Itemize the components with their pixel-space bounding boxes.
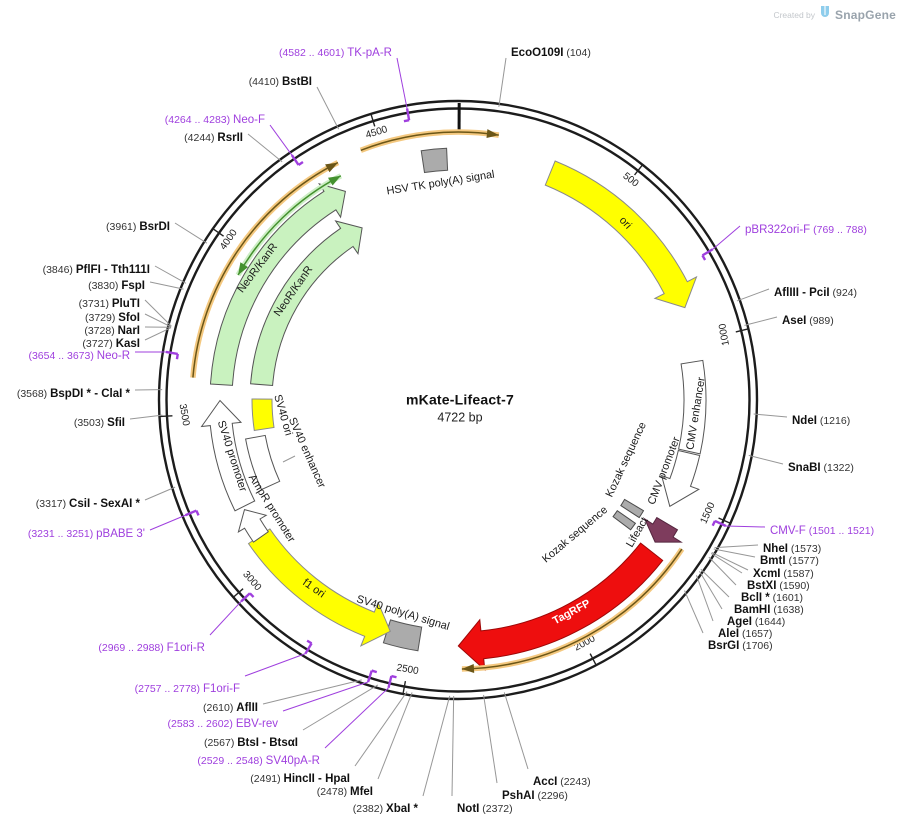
feature-ori [544, 160, 698, 309]
site-label-CsiI-SexAI-: (3317) CsiI - SexAI * [36, 498, 141, 510]
site-label-RsrII: (4244) RsrII [184, 132, 243, 144]
site-label-SnaBI: SnaBI (1322) [788, 462, 854, 474]
primer-mark-EBV-rev [366, 670, 373, 683]
site-label-BmtI: BmtI (1577) [760, 555, 819, 567]
site-label-AflII: (2610) AflII [203, 702, 258, 714]
feature-label: SV40 ori [271, 393, 294, 437]
site-label-SfiI: (3503) SfiI [74, 417, 125, 429]
tick-label: 4500 [364, 124, 389, 141]
primer-label-pBABE-3-: (3231 .. 3251) pBABE 3' [28, 528, 145, 540]
feature-HSV-TK-polyA-signal [420, 147, 449, 174]
feature-NeoR-KanR-outer [209, 183, 346, 386]
site-label-AccI: AccI (2243) [533, 776, 591, 788]
feature-SV40-polyA-signal [382, 619, 423, 652]
feature-label: Kozak sequence [540, 504, 610, 565]
tick-label: 3500 [177, 403, 192, 427]
site-label-BclI-: BclI * (1601) [741, 592, 803, 604]
feature-TagRFP [457, 542, 664, 672]
feature-SV40-enhancer [245, 434, 281, 491]
primer-mark-pBABE 3' [184, 509, 197, 517]
feature-Kozak-sequence-1 [620, 498, 645, 519]
tick-label: 2500 [396, 662, 420, 677]
primer-labels: (4582 .. 4601) TK-pA-R (4264 .. 4283) Neo… [28, 47, 874, 767]
feature-SV40-promoter [200, 399, 256, 512]
site-label-XcmI: XcmI (1587) [753, 568, 814, 580]
site-label-PflFI-Tth111I: (3846) PflFI - Tth111I [43, 264, 150, 276]
site-label-AleI: AleI (1657) [718, 628, 772, 640]
site-label-KasI: (3727) KasI [82, 338, 140, 350]
feature-Kozak-sequence-2 [612, 510, 637, 531]
feature-CMV-enhancer [678, 359, 707, 455]
primer-label-F1ori-F: (2757 .. 2778) F1ori-F [135, 683, 240, 695]
primer-mark-Neo-F [290, 154, 300, 166]
site-label-MfeI: (2478) MfeI [317, 786, 373, 798]
primer-marks [165, 108, 727, 689]
primer-mark-TK-pA-R [405, 108, 411, 121]
site-label-BsrDI: (3961) BsrDI [106, 221, 170, 233]
tick-label: 1000 [717, 322, 732, 346]
primer-label-CMV-F: CMV-F (1501 .. 1521) [770, 525, 874, 537]
feature-label: Kozak sequence [604, 420, 649, 499]
primer-mark-pBR322ori-F [701, 248, 714, 257]
primer-label-pBR322ori-F: pBR322ori-F (769 .. 788) [745, 224, 867, 236]
site-label-BtsI-Bts-I: (2567) BtsI - BtsαI [204, 737, 298, 749]
site-label-AflIII-PciI: AflIII - PciI (924) [774, 287, 857, 299]
site-label-NarI: (3728) NarI [84, 325, 140, 337]
site-label-NdeI: NdeI (1216) [792, 415, 850, 427]
primer-label-Neo-R: (3654 .. 3673) Neo-R [28, 350, 130, 362]
leader-lines [129, 57, 788, 797]
created-by-label: Created by [773, 10, 816, 20]
site-label-BsrGI: BsrGI (1706) [708, 640, 773, 652]
orf-arrows [190, 129, 685, 673]
site-label-PluTI: (3731) PluTI [79, 298, 140, 310]
snapgene-logo-icon [820, 6, 830, 24]
feature-f1-ori [247, 528, 391, 647]
site-label-EcoO109I: EcoO109I (104) [511, 47, 591, 59]
feature-NeoR-KanR-inner [250, 220, 363, 387]
site-label-NheI: NheI (1573) [763, 543, 821, 555]
feature-SV40-ori [251, 398, 275, 432]
primer-label-F1ori-R: (2969 .. 2988) F1ori-R [98, 642, 205, 654]
site-label-BspDI-ClaI-: (3568) BspDI * - ClaI * [17, 388, 131, 400]
backbone-ring [157, 99, 759, 701]
tick-label: 500 [621, 171, 641, 190]
site-label-AseI: AseI (989) [782, 315, 834, 327]
feature-CMV-promoter [660, 449, 701, 508]
tick-label: 3000 [240, 569, 263, 593]
primer-label-Neo-F: (4264 .. 4283) Neo-F [165, 114, 265, 126]
primer-mark-SV40pA-R [387, 675, 393, 689]
site-label-FspI: (3830) FspI [88, 280, 145, 292]
snapgene-brand-label: SnapGene [835, 8, 896, 22]
feature-label: HSV TK poly(A) signal [386, 169, 496, 198]
primer-label-SV40pA-R: (2529 .. 2548) SV40pA-R [197, 755, 320, 767]
primer-label-EBV-rev: (2583 .. 2602) EBV-rev [168, 718, 279, 730]
features [200, 147, 707, 672]
site-label-NotI: NotI (2372) [457, 803, 513, 815]
primer-label-TK-pA-R: (4582 .. 4601) TK-pA-R [279, 47, 392, 59]
primer-mark-Neo-R [165, 350, 178, 356]
primer-mark-F1ori-R [240, 592, 251, 603]
snapgene-watermark: Created by SnapGene [773, 6, 896, 24]
primer-mark-CMV-F [714, 519, 727, 528]
site-labels: EcoO109I (104) AflIII - PciI (924) AseI (9… [17, 47, 857, 815]
site-label-PshAI: PshAI (2296) [502, 790, 568, 802]
site-label-XbaI-: (2382) XbaI * [353, 803, 419, 815]
site-label-BamHI: BamHI (1638) [734, 604, 804, 616]
primer-mark-F1ori-F [304, 642, 313, 655]
feature-AmpR-promoter [237, 508, 269, 543]
site-label-BstBI: (4410) BstBI [249, 76, 312, 88]
site-label-BstXI: BstXI (1590) [747, 580, 810, 592]
site-label-HincII-HpaI: (2491) HincII - HpaI [250, 773, 350, 785]
site-label-AgeI: AgeI (1644) [727, 616, 785, 628]
site-label-SfoI: (3729) SfoI [85, 312, 140, 324]
feature-Lifeact [643, 516, 683, 543]
